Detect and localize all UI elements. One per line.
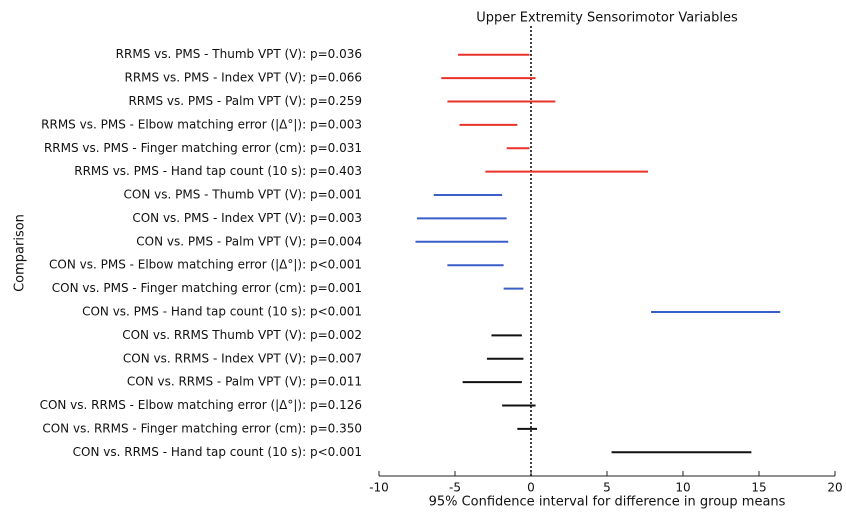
y-tick-label: CON vs. PMS - Index VPT (V): p=0.003: [132, 211, 362, 225]
y-tick-label: CON vs. PMS - Thumb VPT (V): p=0.001: [124, 188, 362, 202]
y-tick-label: CON vs. PMS - Hand tap count (10 s): p<0…: [82, 304, 362, 318]
x-tick-label: -5: [449, 481, 461, 495]
chart-title: Upper Extremity Sensorimotor Variables: [476, 11, 738, 26]
y-tick-label: CON vs. PMS - Palm VPT (V): p=0.004: [136, 234, 362, 248]
y-tick-label: RRMS vs. PMS - Index VPT (V): p=0.066: [124, 71, 362, 85]
x-axis-label: 95% Confidence interval for difference i…: [429, 495, 786, 510]
x-tick-label: -10: [369, 481, 389, 495]
y-tick-label: RRMS vs. PMS - Palm VPT (V): p=0.259: [128, 94, 362, 108]
x-tick-label: 15: [751, 481, 766, 495]
x-tick-label: 5: [603, 481, 611, 495]
y-tick-label: CON vs. RRMS - Index VPT (V): p=0.007: [123, 351, 362, 365]
y-tick-label: RRMS vs. PMS - Elbow matching error (|Δ°…: [41, 117, 362, 131]
y-tick-label: CON vs. RRMS - Hand tap count (10 s): p<…: [73, 445, 362, 459]
y-tick-label: CON vs. RRMS - Elbow matching error (|Δ°…: [40, 398, 362, 412]
y-tick-label: RRMS vs. PMS - Thumb VPT (V): p=0.036: [116, 47, 362, 61]
y-tick-label: RRMS vs. PMS - Hand tap count (10 s): p=…: [74, 164, 362, 178]
x-tick-label: 20: [827, 481, 842, 495]
y-tick-label: CON vs. PMS - Finger matching error (cm)…: [52, 281, 362, 295]
x-tick-label: 10: [675, 481, 690, 495]
y-tick-label: CON vs. RRMS Thumb VPT (V): p=0.002: [122, 328, 362, 342]
y-tick-label: CON vs. PMS - Elbow matching error (|Δ°|…: [49, 258, 362, 272]
y-tick-label: CON vs. RRMS - Palm VPT (V): p=0.011: [127, 375, 362, 389]
y-tick-label: CON vs. RRMS - Finger matching error (cm…: [42, 421, 362, 435]
y-tick-label: RRMS vs. PMS - Finger matching error (cm…: [44, 141, 362, 155]
y-axis-label: Comparison: [13, 214, 28, 292]
x-tick-label: 0: [527, 481, 535, 495]
